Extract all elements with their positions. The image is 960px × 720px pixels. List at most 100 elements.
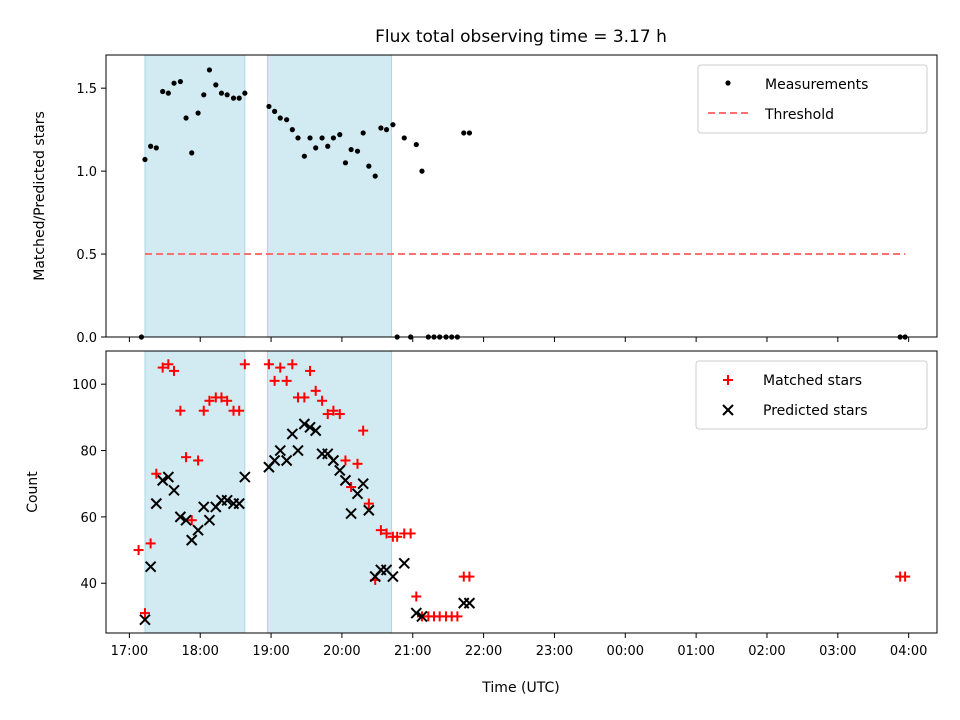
measurement-point [443, 334, 449, 340]
legend-threshold-label: Threshold [764, 107, 834, 123]
top-observing-band [267, 54, 393, 338]
predicted-star-point [144, 560, 157, 573]
matched-star-point [222, 395, 233, 406]
predicted-star-point [292, 444, 304, 457]
matched-star-point [163, 359, 174, 370]
measurement-point [313, 145, 319, 151]
legend-matched-label: Matched stars [763, 373, 862, 389]
measurement-point [183, 115, 189, 121]
measurement-point [390, 122, 396, 128]
predicted-star-point [139, 614, 151, 626]
matched-star-point [204, 395, 215, 406]
measurement-point [449, 334, 455, 340]
matched-star-point [275, 362, 286, 373]
measurement-point [461, 130, 467, 136]
measurement-point [354, 148, 361, 154]
bottom-plot-frame [105, 350, 938, 634]
predicted-star-point [192, 524, 204, 536]
top-y-tick-label: 1.5 [76, 82, 97, 97]
matched-star-point [464, 571, 475, 582]
predicted-star-point [410, 607, 423, 619]
measurement-point [195, 110, 201, 116]
measurement-point [330, 135, 337, 141]
measurement-point [272, 108, 278, 114]
predicted-star-point [150, 497, 163, 510]
top-observing-band [144, 54, 246, 338]
measurement-point [342, 160, 349, 166]
measurement-point [177, 78, 183, 85]
predicted-star-point [221, 494, 233, 507]
matched-star-point [269, 375, 280, 386]
matched-star-point [287, 359, 298, 370]
measurement-point [230, 95, 237, 101]
predicted-star-point [334, 464, 346, 477]
measurement-point [138, 334, 145, 340]
predicted-star-point [280, 454, 293, 467]
x-tick-label: 22:00 [465, 644, 502, 659]
measurement-point [408, 334, 414, 340]
predicted-star-point [398, 557, 410, 570]
x-tick-label: 00:00 [607, 644, 644, 659]
measurement-point [307, 135, 313, 141]
measurement-point [902, 334, 908, 340]
measurement-point [431, 334, 437, 340]
predicted-star-point [309, 424, 322, 437]
matched-star-point [169, 365, 180, 376]
matched-star-point [151, 468, 162, 479]
predicted-star-point [198, 501, 210, 513]
measurement-point [437, 334, 443, 340]
matched-star-point [334, 409, 345, 420]
predicted-star-point [416, 610, 428, 623]
matched-star-point [281, 375, 292, 386]
legend-predicted-label: Predicted stars [763, 403, 868, 419]
bottom-y-tick-label: 100 [72, 378, 97, 393]
bottom-y-axis-label: Count [25, 471, 41, 513]
top-y-tick-label: 0.0 [76, 331, 97, 346]
matched-star-point [328, 405, 339, 416]
measurement-point [378, 125, 384, 131]
x-tick-label: 23:00 [536, 644, 573, 659]
measurement-point [372, 173, 378, 179]
predicted-star-point [180, 514, 192, 526]
predicted-star-point [463, 597, 476, 609]
matched-star-point [216, 392, 227, 403]
x-tick-label: 01:00 [677, 644, 714, 659]
matched-star-point [193, 455, 204, 466]
legend-predicted-marker [722, 404, 734, 416]
matched-star-point [317, 395, 328, 406]
measurement-point [165, 90, 171, 96]
bottom-y-tick-label: 40 [80, 577, 97, 592]
measurement-point [337, 132, 343, 138]
measurement-point [295, 135, 301, 141]
measurement-point [419, 168, 425, 174]
measurement-point [319, 135, 325, 141]
measurement-point [325, 143, 331, 149]
predicted-star-point [345, 507, 357, 520]
measurement-point [266, 103, 272, 110]
top-legend: Measurements Threshold [697, 64, 928, 134]
measurement-point [289, 127, 295, 133]
measurement-point [236, 95, 242, 101]
matched-star-point [340, 455, 351, 466]
predicted-star-point [339, 474, 352, 487]
predicted-star-point [174, 511, 187, 523]
bottom-panel: 17:00 18:00 19:00 20:00 21:00 22:00 23:00 00:00… [72, 350, 938, 659]
chart-title: Flux total observing time = 3.17 h [375, 27, 667, 47]
x-tick-label: 18:00 [181, 644, 218, 659]
matched-star-point [310, 385, 321, 396]
legend-measurements-label: Measurements [765, 77, 868, 93]
predicted-star-point [286, 428, 299, 440]
measurement-point [348, 146, 354, 153]
matched-star-point [352, 458, 363, 469]
measurement-point [413, 141, 419, 148]
matched-star-point [139, 608, 150, 619]
matched-star-point [363, 498, 374, 509]
matched-star-point [186, 515, 197, 526]
legend-matched-marker [723, 375, 733, 385]
matched-star-point [375, 525, 386, 536]
measurement-point [206, 67, 213, 73]
measurement-point [213, 82, 219, 88]
matched-star-point [322, 409, 333, 420]
matched-star-point [263, 359, 274, 370]
